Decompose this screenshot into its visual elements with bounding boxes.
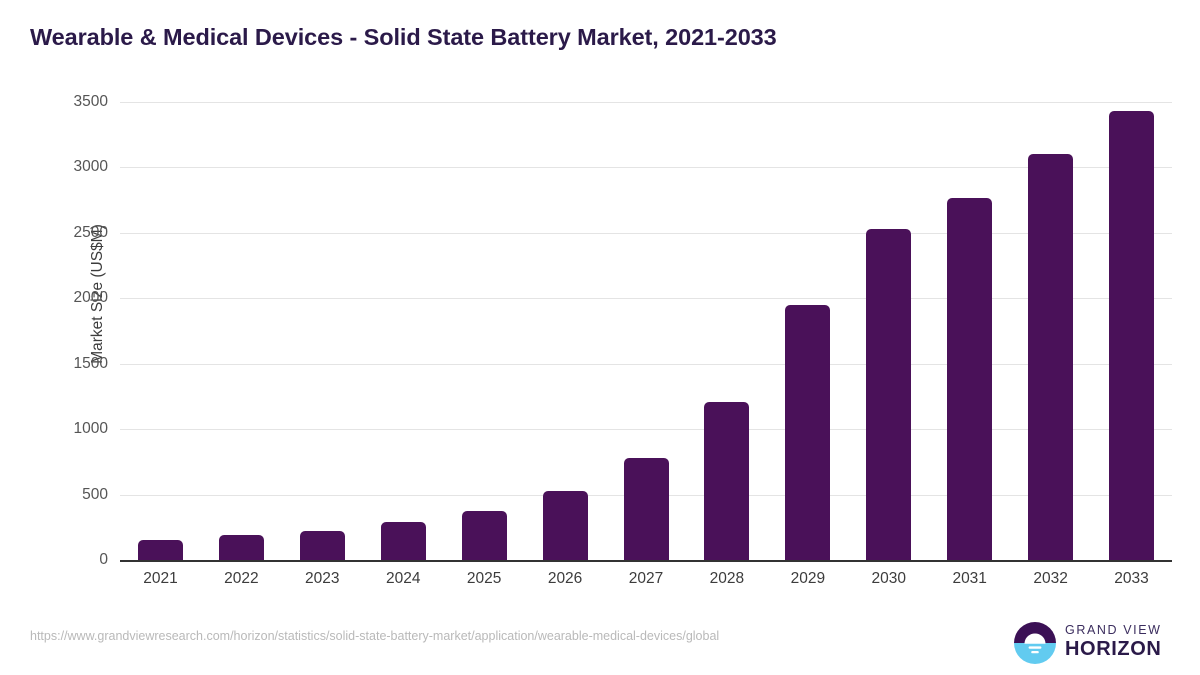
y-axis-tick-label: 3500 bbox=[73, 93, 108, 110]
logo-text: GRAND VIEW HORIZON bbox=[1065, 623, 1162, 661]
bar-2024[interactable] bbox=[380, 522, 426, 560]
horizon-circle-icon bbox=[1014, 622, 1056, 664]
x-axis-tick-label: 2030 bbox=[871, 570, 907, 587]
bar-2022[interactable] bbox=[218, 535, 264, 560]
source-url-text: https://www.grandviewresearch.com/horizo… bbox=[30, 629, 720, 643]
gridline bbox=[120, 363, 1172, 365]
grand-view-horizon-logo: GRAND VIEW HORIZON bbox=[1014, 620, 1174, 666]
bar-2026[interactable] bbox=[542, 491, 588, 560]
gridline bbox=[120, 232, 1172, 234]
page-title: Wearable & Medical Devices - Solid State… bbox=[30, 24, 777, 50]
x-axis-tick-label: 2021 bbox=[143, 570, 178, 587]
bar-2025[interactable] bbox=[461, 511, 507, 560]
y-axis-tick-label: 2000 bbox=[73, 289, 108, 307]
bar-2027[interactable] bbox=[623, 458, 669, 560]
x-axis-tick-label: 2032 bbox=[1033, 570, 1068, 587]
y-axis-tick-label: 1000 bbox=[73, 420, 108, 438]
bar-2033[interactable] bbox=[1109, 110, 1155, 560]
x-axis-tick-label: 2029 bbox=[790, 570, 826, 587]
x-axis-tick-label: 2025 bbox=[466, 570, 502, 587]
x-axis-tick-label: 2022 bbox=[224, 570, 259, 587]
gridline bbox=[120, 298, 1172, 300]
x-axis-tick-label: 2026 bbox=[547, 570, 583, 587]
x-axis-tick-label: 2023 bbox=[305, 570, 340, 587]
x-axis-tick-label: 2031 bbox=[952, 570, 987, 587]
x-axis-tick-label: 2028 bbox=[709, 570, 745, 587]
gridline bbox=[120, 429, 1172, 431]
gridline bbox=[120, 167, 1172, 169]
y-axis-tick-label: 1500 bbox=[73, 354, 108, 372]
bar-2030[interactable] bbox=[866, 229, 912, 560]
bar-2031[interactable] bbox=[947, 198, 993, 560]
bar-2021[interactable] bbox=[137, 539, 183, 560]
bar-2032[interactable] bbox=[1028, 153, 1074, 560]
y-axis-tick-label: 0 bbox=[99, 551, 108, 568]
x-axis-tick-label: 2033 bbox=[1114, 570, 1149, 587]
y-axis-tick-label: 500 bbox=[82, 485, 108, 503]
y-axis-tick-label: 2500 bbox=[73, 223, 108, 241]
gridline bbox=[120, 102, 1172, 103]
x-axis-tick-label: 2027 bbox=[628, 570, 664, 587]
y-axis-tick-label: 3000 bbox=[73, 158, 108, 176]
bar-2028[interactable] bbox=[704, 402, 750, 560]
logo-line-horizon: HORIZON bbox=[1065, 638, 1162, 660]
bar-2029[interactable] bbox=[785, 304, 831, 560]
logo-line-grand-view: GRAND VIEW bbox=[1065, 623, 1162, 637]
bar-2023[interactable] bbox=[299, 530, 345, 560]
x-axis-baseline bbox=[120, 560, 1172, 562]
chart-bars bbox=[120, 102, 1172, 560]
x-axis-tick-label: 2024 bbox=[385, 570, 421, 587]
